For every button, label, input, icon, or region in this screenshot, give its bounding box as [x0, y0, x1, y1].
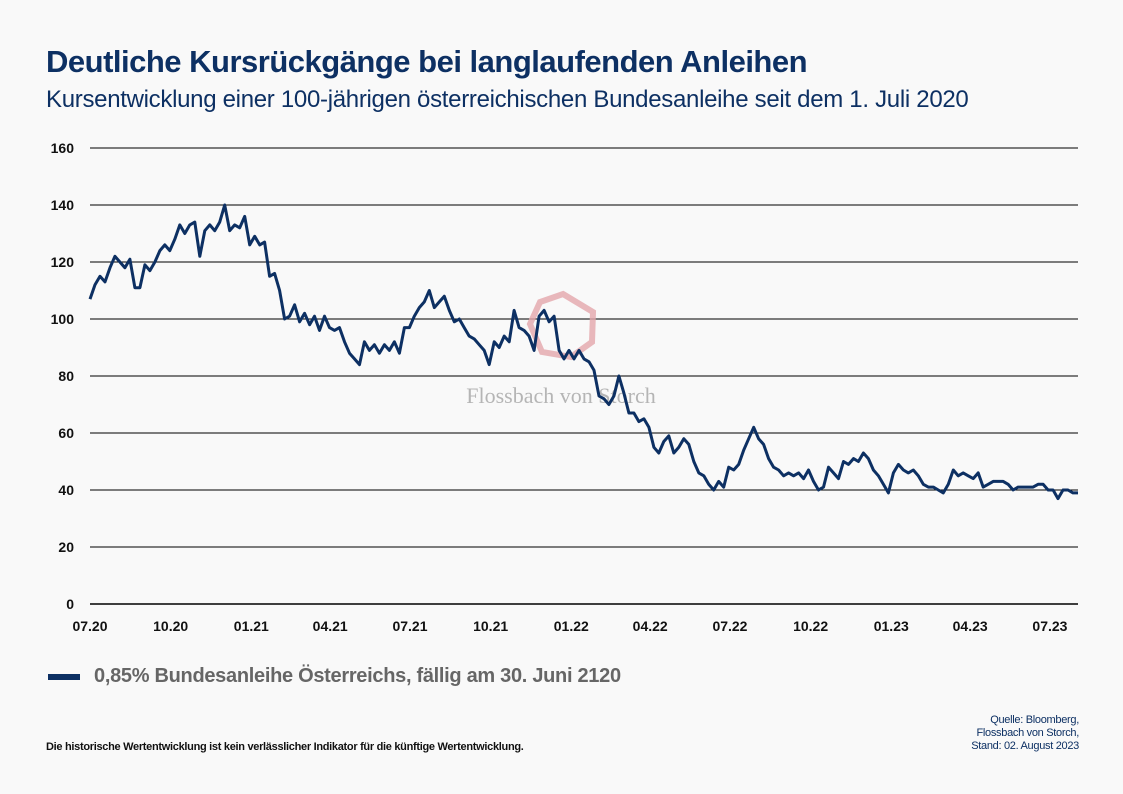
chart-subtitle: Kursentwicklung einer 100-jährigen öster…: [46, 86, 969, 113]
legend-label: 0,85% Bundesanleihe Österreichs, fällig …: [94, 665, 621, 687]
source-note: Quelle: Bloomberg, Flossbach von Storch,…: [971, 714, 1079, 753]
y-tick-label: 100: [51, 311, 75, 327]
chart-title: Deutliche Kursrückgänge bei langlaufende…: [46, 44, 808, 79]
source-line: Quelle: Bloomberg,: [990, 714, 1079, 726]
x-tick-label: 04.21: [313, 618, 348, 634]
x-tick-label: 01.21: [234, 618, 269, 634]
x-tick-label: 10.21: [473, 618, 508, 634]
x-tick-label: 07.23: [1032, 618, 1067, 634]
line-chart: 0 20 40 60 80 100 120 140 160 07.20 10.20 01.21 04.…: [51, 140, 1078, 634]
x-tick-label: 10.22: [793, 618, 828, 634]
x-tick-label: 07.21: [392, 618, 427, 634]
source-line: Flossbach von Storch,: [976, 727, 1079, 739]
source-line: Stand: 02. August 2023: [971, 740, 1079, 752]
x-tick-label: 01.22: [554, 618, 589, 634]
x-tick-label: 04.22: [633, 618, 668, 634]
disclaimer: Die historische Wertentwicklung ist kein…: [46, 741, 524, 753]
gridlines: [90, 147, 1078, 605]
y-tick-label: 20: [58, 539, 74, 555]
watermark-heptagon-icon: [526, 290, 597, 361]
watermark-logo: Flossbach von Storch: [466, 290, 656, 408]
x-axis-labels: 07.20 10.20 01.21 04.21 07.21 10.21 01.22 04.22…: [72, 618, 1067, 634]
y-tick-label: 160: [51, 140, 75, 156]
y-tick-label: 140: [51, 197, 75, 213]
legend: 0,85% Bundesanleihe Österreichs, fällig …: [48, 665, 621, 688]
x-tick-label: 01.23: [874, 618, 909, 634]
x-tick-label: 07.20: [72, 618, 107, 634]
y-tick-label: 120: [51, 254, 75, 270]
series-line: [88, 203, 1078, 501]
legend-swatch: [48, 673, 80, 680]
y-tick-label: 80: [58, 368, 74, 384]
y-axis-labels: 0 20 40 60 80 100 120 140 160: [51, 140, 75, 612]
y-tick-label: 40: [58, 482, 74, 498]
x-tick-label: 04.23: [953, 618, 988, 634]
y-tick-label: 60: [58, 425, 74, 441]
y-tick-label: 0: [66, 596, 74, 612]
x-tick-label: 10.20: [153, 618, 188, 634]
x-tick-label: 07.22: [712, 618, 747, 634]
